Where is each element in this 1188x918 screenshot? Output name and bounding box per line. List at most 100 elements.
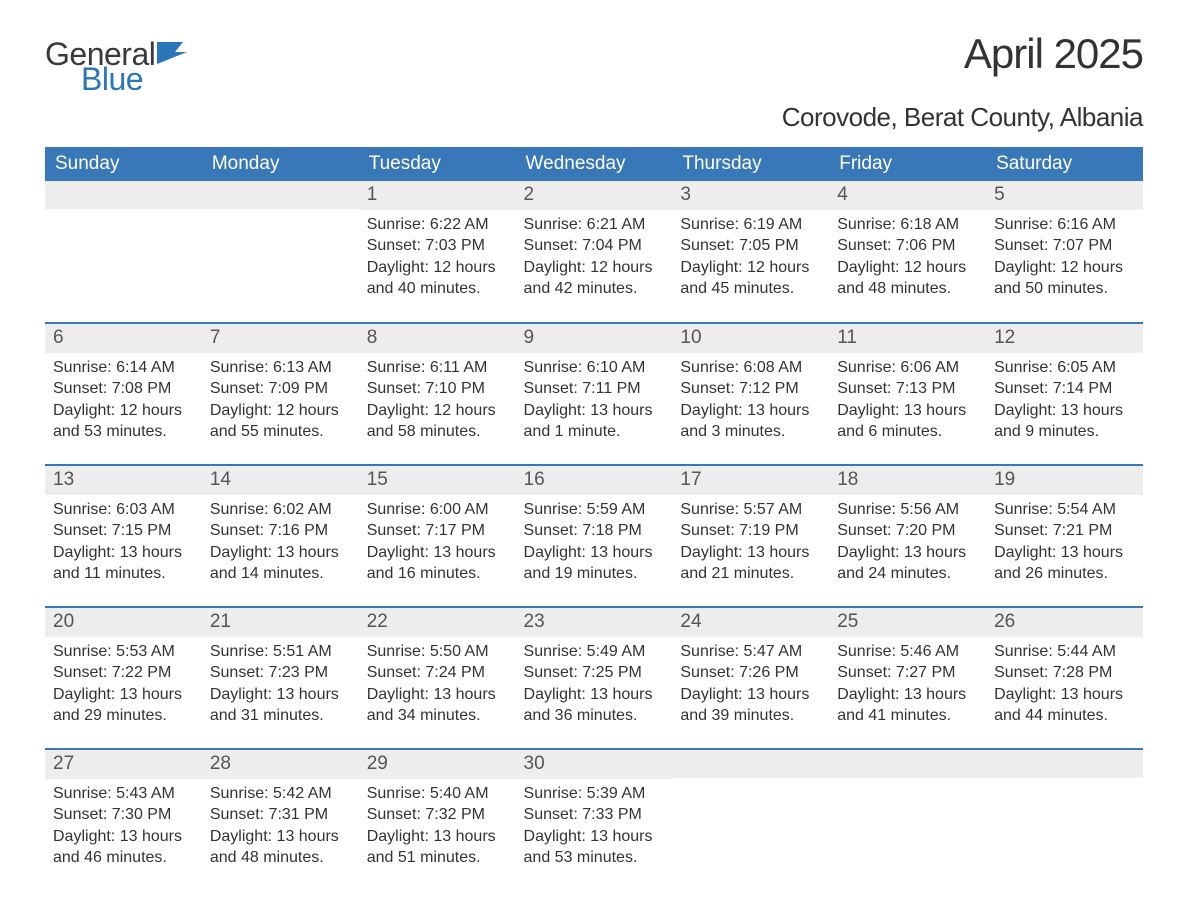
sunset-text: Sunset: 7:17 PM: [367, 520, 508, 542]
daylight-text: and 11 minutes.: [53, 563, 194, 585]
sunset-text: Sunset: 7:24 PM: [367, 662, 508, 684]
daylight-text: Daylight: 13 hours: [53, 826, 194, 848]
sunrise-text: Sunrise: 6:10 AM: [524, 357, 665, 379]
day-details: Sunrise: 6:11 AMSunset: 7:10 PMDaylight:…: [359, 353, 516, 451]
daylight-text: and 24 minutes.: [837, 563, 978, 585]
day-details: Sunrise: 6:18 AMSunset: 7:06 PMDaylight:…: [829, 210, 986, 308]
day-number: 1: [359, 181, 516, 210]
page-title: April 2025: [964, 30, 1143, 78]
calendar-day-cell: 10Sunrise: 6:08 AMSunset: 7:12 PMDayligh…: [672, 323, 829, 465]
sunrise-text: Sunrise: 6:13 AM: [210, 357, 351, 379]
day-details: Sunrise: 5:50 AMSunset: 7:24 PMDaylight:…: [359, 637, 516, 735]
daylight-text: and 6 minutes.: [837, 421, 978, 443]
daylight-text: and 1 minute.: [524, 421, 665, 443]
daylight-text: and 3 minutes.: [680, 421, 821, 443]
day-number: [829, 750, 986, 778]
day-number: 10: [672, 324, 829, 353]
sunrise-text: Sunrise: 6:11 AM: [367, 357, 508, 379]
day-details: Sunrise: 5:53 AMSunset: 7:22 PMDaylight:…: [45, 637, 202, 735]
day-number: 26: [986, 608, 1143, 637]
sunset-text: Sunset: 7:05 PM: [680, 235, 821, 257]
day-details: Sunrise: 5:56 AMSunset: 7:20 PMDaylight:…: [829, 495, 986, 593]
sunrise-text: Sunrise: 6:05 AM: [994, 357, 1135, 379]
daylight-text: Daylight: 13 hours: [680, 400, 821, 422]
calendar-day-cell: 12Sunrise: 6:05 AMSunset: 7:14 PMDayligh…: [986, 323, 1143, 465]
daylight-text: Daylight: 13 hours: [837, 542, 978, 564]
calendar-day-cell: 3Sunrise: 6:19 AMSunset: 7:05 PMDaylight…: [672, 181, 829, 323]
day-number: 16: [516, 466, 673, 495]
day-number: 14: [202, 466, 359, 495]
day-details: Sunrise: 5:46 AMSunset: 7:27 PMDaylight:…: [829, 637, 986, 735]
daylight-text: and 14 minutes.: [210, 563, 351, 585]
daylight-text: and 51 minutes.: [367, 847, 508, 869]
daylight-text: Daylight: 13 hours: [524, 542, 665, 564]
daylight-text: and 53 minutes.: [524, 847, 665, 869]
calendar-day-cell: 15Sunrise: 6:00 AMSunset: 7:17 PMDayligh…: [359, 465, 516, 607]
daylight-text: and 48 minutes.: [210, 847, 351, 869]
daylight-text: Daylight: 13 hours: [994, 400, 1135, 422]
daylight-text: Daylight: 13 hours: [680, 542, 821, 564]
day-number: 20: [45, 608, 202, 637]
day-details: Sunrise: 5:39 AMSunset: 7:33 PMDaylight:…: [516, 779, 673, 877]
daylight-text: and 36 minutes.: [524, 705, 665, 727]
daylight-text: and 48 minutes.: [837, 278, 978, 300]
daylight-text: Daylight: 13 hours: [53, 684, 194, 706]
day-details: Sunrise: 6:16 AMSunset: 7:07 PMDaylight:…: [986, 210, 1143, 308]
daylight-text: and 26 minutes.: [994, 563, 1135, 585]
weekday-header: Sunday: [45, 147, 202, 181]
sunset-text: Sunset: 7:09 PM: [210, 378, 351, 400]
sunrise-text: Sunrise: 5:39 AM: [524, 783, 665, 805]
day-number: 30: [516, 750, 673, 779]
sunrise-text: Sunrise: 5:42 AM: [210, 783, 351, 805]
daylight-text: Daylight: 13 hours: [524, 684, 665, 706]
sunrise-text: Sunrise: 5:53 AM: [53, 641, 194, 663]
sunset-text: Sunset: 7:22 PM: [53, 662, 194, 684]
day-details: Sunrise: 6:19 AMSunset: 7:05 PMDaylight:…: [672, 210, 829, 308]
daylight-text: and 19 minutes.: [524, 563, 665, 585]
daylight-text: and 41 minutes.: [837, 705, 978, 727]
day-details: Sunrise: 6:06 AMSunset: 7:13 PMDaylight:…: [829, 353, 986, 451]
weekday-header: Friday: [829, 147, 986, 181]
day-number: 9: [516, 324, 673, 353]
sunrise-text: Sunrise: 6:22 AM: [367, 214, 508, 236]
daylight-text: Daylight: 13 hours: [524, 400, 665, 422]
day-number: 4: [829, 181, 986, 210]
day-details: Sunrise: 5:44 AMSunset: 7:28 PMDaylight:…: [986, 637, 1143, 735]
sunset-text: Sunset: 7:30 PM: [53, 804, 194, 826]
sunset-text: Sunset: 7:21 PM: [994, 520, 1135, 542]
day-details: Sunrise: 6:08 AMSunset: 7:12 PMDaylight:…: [672, 353, 829, 451]
daylight-text: Daylight: 13 hours: [210, 826, 351, 848]
weekday-header: Tuesday: [359, 147, 516, 181]
sunset-text: Sunset: 7:13 PM: [837, 378, 978, 400]
day-details: Sunrise: 5:43 AMSunset: 7:30 PMDaylight:…: [45, 779, 202, 877]
calendar-day-cell: 27Sunrise: 5:43 AMSunset: 7:30 PMDayligh…: [45, 749, 202, 891]
sunrise-text: Sunrise: 5:46 AM: [837, 641, 978, 663]
day-number: 22: [359, 608, 516, 637]
header: General Blue April 2025: [45, 30, 1143, 98]
calendar-day-cell: 5Sunrise: 6:16 AMSunset: 7:07 PMDaylight…: [986, 181, 1143, 323]
sunrise-text: Sunrise: 5:57 AM: [680, 499, 821, 521]
sunrise-text: Sunrise: 6:03 AM: [53, 499, 194, 521]
sunrise-text: Sunrise: 5:44 AM: [994, 641, 1135, 663]
calendar-header-row: SundayMondayTuesdayWednesdayThursdayFrid…: [45, 147, 1143, 181]
calendar-day-cell: 23Sunrise: 5:49 AMSunset: 7:25 PMDayligh…: [516, 607, 673, 749]
daylight-text: Daylight: 12 hours: [680, 257, 821, 279]
sunset-text: Sunset: 7:28 PM: [994, 662, 1135, 684]
daylight-text: and 40 minutes.: [367, 278, 508, 300]
daylight-text: and 39 minutes.: [680, 705, 821, 727]
sunrise-text: Sunrise: 5:59 AM: [524, 499, 665, 521]
calendar-day-cell: 4Sunrise: 6:18 AMSunset: 7:06 PMDaylight…: [829, 181, 986, 323]
calendar-day-cell: 24Sunrise: 5:47 AMSunset: 7:26 PMDayligh…: [672, 607, 829, 749]
sunset-text: Sunset: 7:12 PM: [680, 378, 821, 400]
sunset-text: Sunset: 7:26 PM: [680, 662, 821, 684]
sunset-text: Sunset: 7:04 PM: [524, 235, 665, 257]
sunset-text: Sunset: 7:31 PM: [210, 804, 351, 826]
sunrise-text: Sunrise: 6:14 AM: [53, 357, 194, 379]
sunrise-text: Sunrise: 6:19 AM: [680, 214, 821, 236]
day-number: 24: [672, 608, 829, 637]
sunrise-text: Sunrise: 6:18 AM: [837, 214, 978, 236]
day-details: Sunrise: 5:42 AMSunset: 7:31 PMDaylight:…: [202, 779, 359, 877]
weekday-header: Thursday: [672, 147, 829, 181]
day-number: [45, 181, 202, 209]
calendar-day-cell: [45, 181, 202, 323]
